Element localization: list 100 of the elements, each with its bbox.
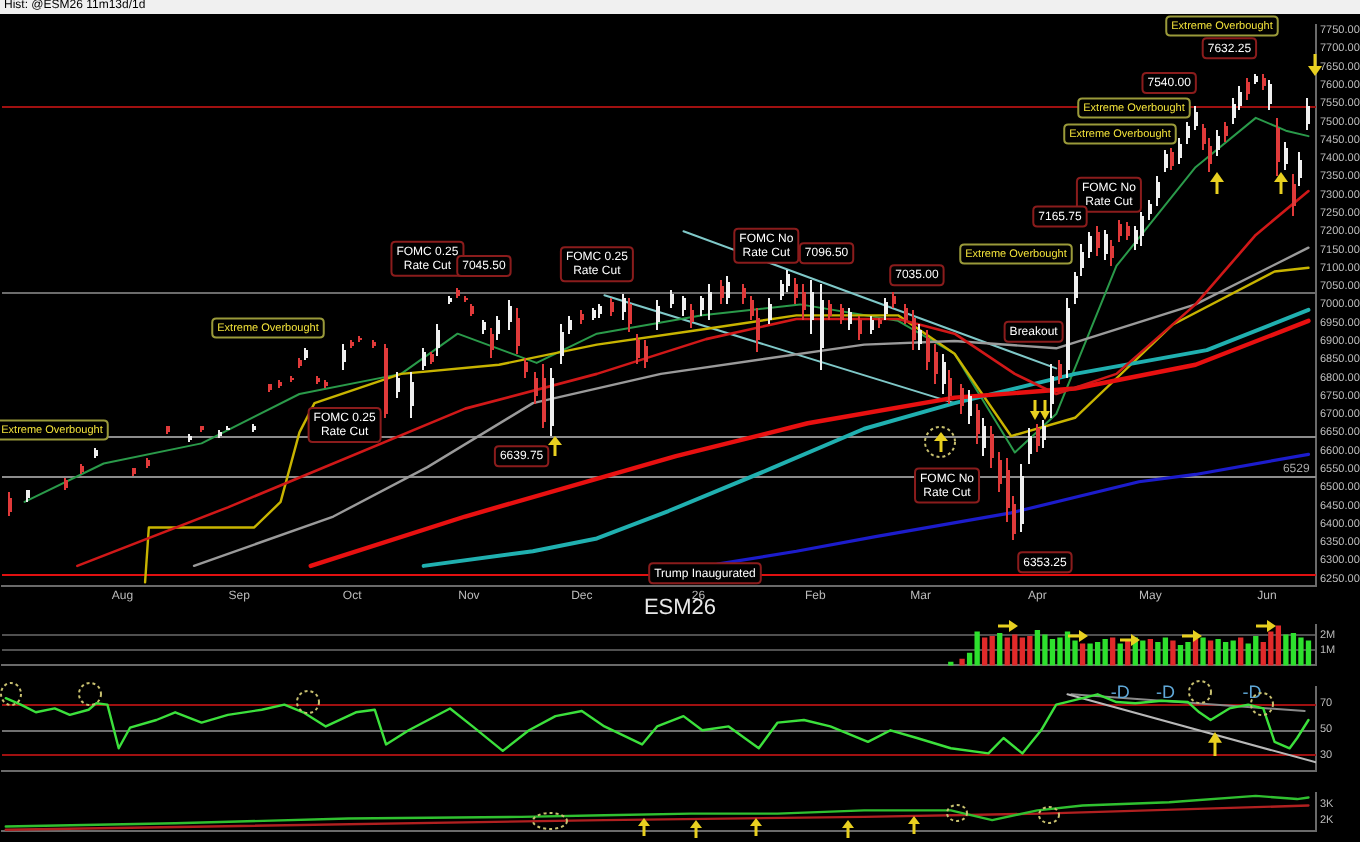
bar	[1298, 637, 1304, 666]
candlestick	[516, 307, 520, 355]
candlestick	[918, 323, 922, 351]
candlestick	[1050, 363, 1054, 419]
candlestick	[508, 299, 512, 331]
candlestick	[342, 343, 346, 371]
bar	[1305, 640, 1312, 666]
bar	[1222, 642, 1229, 666]
candlestick	[1298, 151, 1302, 187]
bar	[989, 636, 995, 666]
candlestick	[726, 275, 730, 305]
annotation: -D	[1155, 681, 1176, 702]
candlestick	[1096, 225, 1100, 257]
bar	[974, 631, 980, 666]
candlestick	[1186, 121, 1190, 145]
bar	[1230, 640, 1236, 666]
candlestick	[840, 303, 844, 325]
bar	[1162, 637, 1169, 666]
candlestick	[934, 343, 938, 385]
bar	[1110, 637, 1116, 666]
candlestick	[998, 451, 1002, 493]
candlestick	[948, 369, 952, 405]
bar	[959, 658, 965, 666]
candlestick	[786, 269, 790, 293]
candlestick	[422, 347, 426, 371]
annotation: -D	[1242, 681, 1263, 702]
bar	[1057, 637, 1063, 666]
candlestick	[490, 327, 494, 359]
candlestick	[496, 315, 500, 341]
bar	[1275, 625, 1282, 666]
candlestick	[802, 283, 806, 321]
bar	[1177, 645, 1184, 666]
bar	[1087, 643, 1093, 666]
candlestick	[904, 303, 908, 325]
candlestick	[1088, 231, 1092, 259]
candlestick	[968, 389, 972, 425]
candlestick	[1194, 105, 1198, 131]
candlestick	[1284, 141, 1288, 171]
candlestick	[1140, 211, 1144, 247]
bar	[1253, 636, 1259, 666]
candlestick	[1306, 97, 1310, 131]
bar	[1049, 639, 1056, 666]
candlestick	[794, 277, 798, 305]
candlestick	[1118, 219, 1122, 243]
candlestick	[1028, 427, 1032, 465]
candlestick	[622, 293, 626, 321]
bar	[1004, 637, 1010, 666]
candlestick	[756, 307, 760, 353]
bar	[1147, 639, 1153, 666]
candlestick	[1238, 85, 1242, 111]
candlestick	[560, 323, 564, 365]
candlestick	[1292, 173, 1296, 217]
annotation: -D	[1110, 681, 1131, 702]
candlestick	[542, 363, 546, 429]
candlestick	[912, 309, 916, 351]
candlestick	[1164, 149, 1168, 173]
candlestick	[690, 303, 694, 329]
candlestick	[810, 279, 814, 335]
candlestick	[550, 367, 554, 437]
bar	[1238, 637, 1244, 666]
candlestick	[976, 403, 980, 445]
candlestick	[1080, 243, 1084, 277]
candlestick	[1216, 129, 1220, 157]
candlestick	[1178, 137, 1182, 165]
bar	[1102, 639, 1108, 666]
candlestick	[524, 357, 528, 379]
bar	[1245, 643, 1251, 666]
bar	[1042, 634, 1048, 666]
candlestick	[1224, 121, 1228, 143]
bar	[1064, 631, 1071, 666]
candlestick	[410, 371, 414, 419]
bar	[1155, 642, 1161, 666]
candlestick	[848, 307, 852, 331]
bar	[1215, 639, 1221, 666]
bar	[1019, 637, 1025, 666]
candlestick	[1246, 77, 1250, 101]
bar	[1207, 640, 1214, 666]
bar	[1290, 633, 1297, 666]
bar	[1200, 637, 1206, 666]
bar	[1185, 642, 1191, 666]
candlestick	[1110, 239, 1114, 267]
candlestick	[708, 283, 712, 321]
bar	[1094, 642, 1101, 666]
bar	[1140, 640, 1146, 666]
candlestick	[720, 279, 724, 305]
candlestick	[926, 329, 930, 371]
candlestick	[682, 295, 686, 317]
candlestick	[1170, 147, 1174, 171]
candlestick	[742, 283, 746, 305]
candlestick	[990, 425, 994, 469]
candlestick	[960, 383, 964, 415]
candlestick	[1042, 419, 1046, 449]
candlestick	[8, 491, 12, 517]
bar	[1034, 629, 1041, 666]
candlestick	[656, 299, 660, 331]
bar	[997, 633, 1003, 666]
candlestick	[982, 417, 986, 457]
candlestick	[820, 283, 824, 371]
candlestick	[828, 299, 832, 321]
candlestick	[636, 333, 640, 365]
